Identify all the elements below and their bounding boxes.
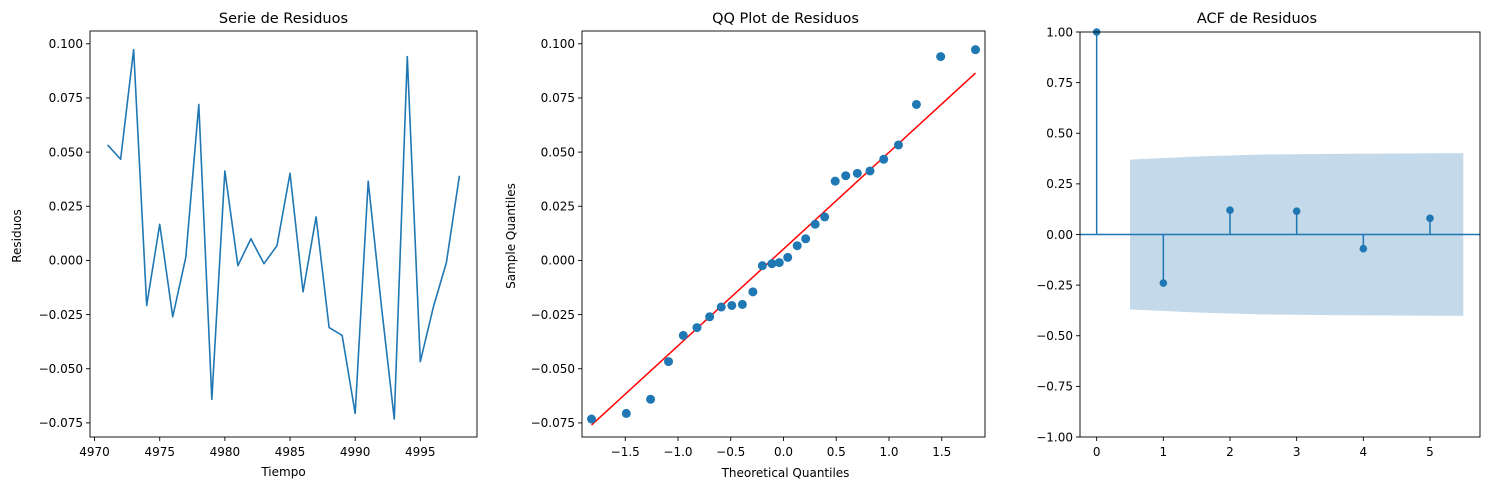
qq-point: [971, 45, 981, 55]
y-tick-label: 0.075: [49, 91, 83, 105]
x-tick-label: 0.0: [774, 445, 793, 459]
y-tick-label: −0.25: [1036, 278, 1073, 292]
y-tick-label: −0.75: [1036, 380, 1073, 394]
y-axis-label: Sample Quantiles: [504, 183, 518, 289]
y-tick-label: 1.00: [1046, 25, 1073, 39]
qq-point: [716, 302, 726, 312]
qq-point: [792, 241, 802, 251]
qq-point: [678, 330, 688, 340]
qq-point: [865, 166, 875, 176]
plot-area: 0 1 2 3 4 5 −1.00 −0.75 −0.50 −0.25 0.00 0.25 0.50 0.…: [1036, 25, 1481, 459]
y-tick-label: 0.050: [49, 145, 83, 159]
y-tick-label: −0.075: [39, 416, 83, 430]
qq-point: [621, 408, 631, 418]
y-tick-label: 0.025: [49, 200, 83, 214]
y-tick-label: 0.075: [541, 91, 575, 105]
qq-point: [664, 357, 674, 367]
y-tick-label: −1.00: [1036, 430, 1073, 444]
qq-point: [748, 287, 758, 297]
qq-point: [783, 252, 793, 262]
qq-point: [810, 219, 820, 229]
qq-point: [820, 212, 830, 222]
x-tick-label: 1.0: [879, 445, 898, 459]
y-tick-label: 0.50: [1046, 127, 1073, 141]
x-tick-label: 0: [1093, 445, 1101, 459]
qq-point: [586, 414, 596, 424]
qq-point: [737, 299, 747, 309]
y-tick-label: −0.025: [531, 308, 575, 322]
y-tick-label: 0.025: [541, 200, 575, 214]
y-axis-label: Residuos: [10, 209, 24, 263]
qq-point: [936, 52, 946, 62]
y-tick-label: 0.000: [49, 254, 83, 268]
qq-point: [893, 140, 903, 150]
panel-title: ACF de Residuos: [1197, 11, 1317, 27]
plot-area: −1.5 −1.0 −0.5 0.0 0.5 1.0 1.5 −0.075 −0.050 −0.0…: [531, 30, 986, 459]
x-tick-label: 3: [1293, 445, 1301, 459]
qq-point: [705, 312, 715, 322]
x-axis-label: Tiempo: [260, 465, 305, 479]
qq-point: [830, 176, 840, 186]
panel-qq-plot: QQ Plot de Residuos Theoretical Quantile…: [504, 11, 986, 480]
y-tick-label: 0.000: [541, 254, 575, 268]
x-tick-label: 4990: [340, 445, 371, 459]
qq-point: [801, 234, 811, 244]
y-tick-label: −0.050: [531, 362, 575, 376]
qq-point: [757, 261, 767, 271]
x-tick-label: −1.5: [611, 445, 640, 459]
panel-residual-series: Serie de Residuos Tiempo Residuos 4970 49…: [10, 11, 478, 479]
axes-frame: [1079, 31, 1481, 438]
x-axis-label: Theoretical Quantiles: [721, 466, 850, 480]
x-tick-label: 4975: [144, 445, 175, 459]
panel-acf: ACF de Residuos 0 1 2 3 4 5 −1.00 −0.75 −0.50 −0.…: [1036, 11, 1481, 459]
qq-point: [879, 154, 889, 164]
y-tick-label: 0.25: [1046, 177, 1073, 191]
y-tick-label: −0.075: [531, 416, 575, 430]
plot-area: 4970 4975 4980 4985 4990 4995 −0.075 −0.050 −0.0…: [39, 30, 478, 459]
y-tick-label: 0.00: [1046, 228, 1073, 242]
x-tick-label: 2: [1226, 445, 1234, 459]
panel-title: Serie de Residuos: [219, 11, 348, 27]
qq-point: [727, 300, 737, 310]
qq-point: [841, 171, 851, 181]
axes-frame: [89, 30, 478, 438]
x-tick-label: 4970: [79, 445, 110, 459]
x-tick-label: 0.5: [827, 445, 846, 459]
acf-marker: [1426, 214, 1434, 223]
acf-marker: [1292, 207, 1301, 216]
qq-point: [646, 394, 656, 404]
x-tick-label: 4985: [275, 445, 306, 459]
y-tick-label: 0.100: [541, 37, 575, 51]
y-tick-label: −0.050: [39, 362, 83, 376]
x-tick-label: 4995: [405, 445, 436, 459]
qq-point: [911, 99, 921, 109]
series-line-residuos: [106, 48, 461, 420]
y-tick-label: −0.50: [1036, 329, 1073, 343]
x-tick-label: 1: [1160, 445, 1168, 459]
qq-point: [774, 258, 784, 268]
x-tick-label: 1.5: [932, 445, 951, 459]
x-tick-label: 4980: [210, 445, 241, 459]
y-tick-label: 0.050: [541, 145, 575, 159]
acf-marker: [1159, 279, 1168, 287]
x-tick-label: −1.0: [663, 445, 692, 459]
y-tick-label: −0.025: [39, 308, 83, 322]
y-tick-label: 0.75: [1046, 76, 1073, 90]
panel-title: QQ Plot de Residuos: [712, 11, 859, 27]
qq-point: [692, 323, 702, 333]
acf-marker: [1359, 244, 1368, 253]
qq-point: [767, 259, 777, 269]
axes-frame: [581, 30, 986, 438]
x-tick-label: −0.5: [716, 445, 745, 459]
x-tick-label: 4: [1360, 445, 1368, 459]
y-tick-label: 0.100: [49, 37, 83, 51]
x-tick-label: 5: [1426, 445, 1434, 459]
acf-marker: [1226, 206, 1234, 214]
qq-point: [852, 168, 862, 178]
reference-line: [590, 72, 977, 426]
